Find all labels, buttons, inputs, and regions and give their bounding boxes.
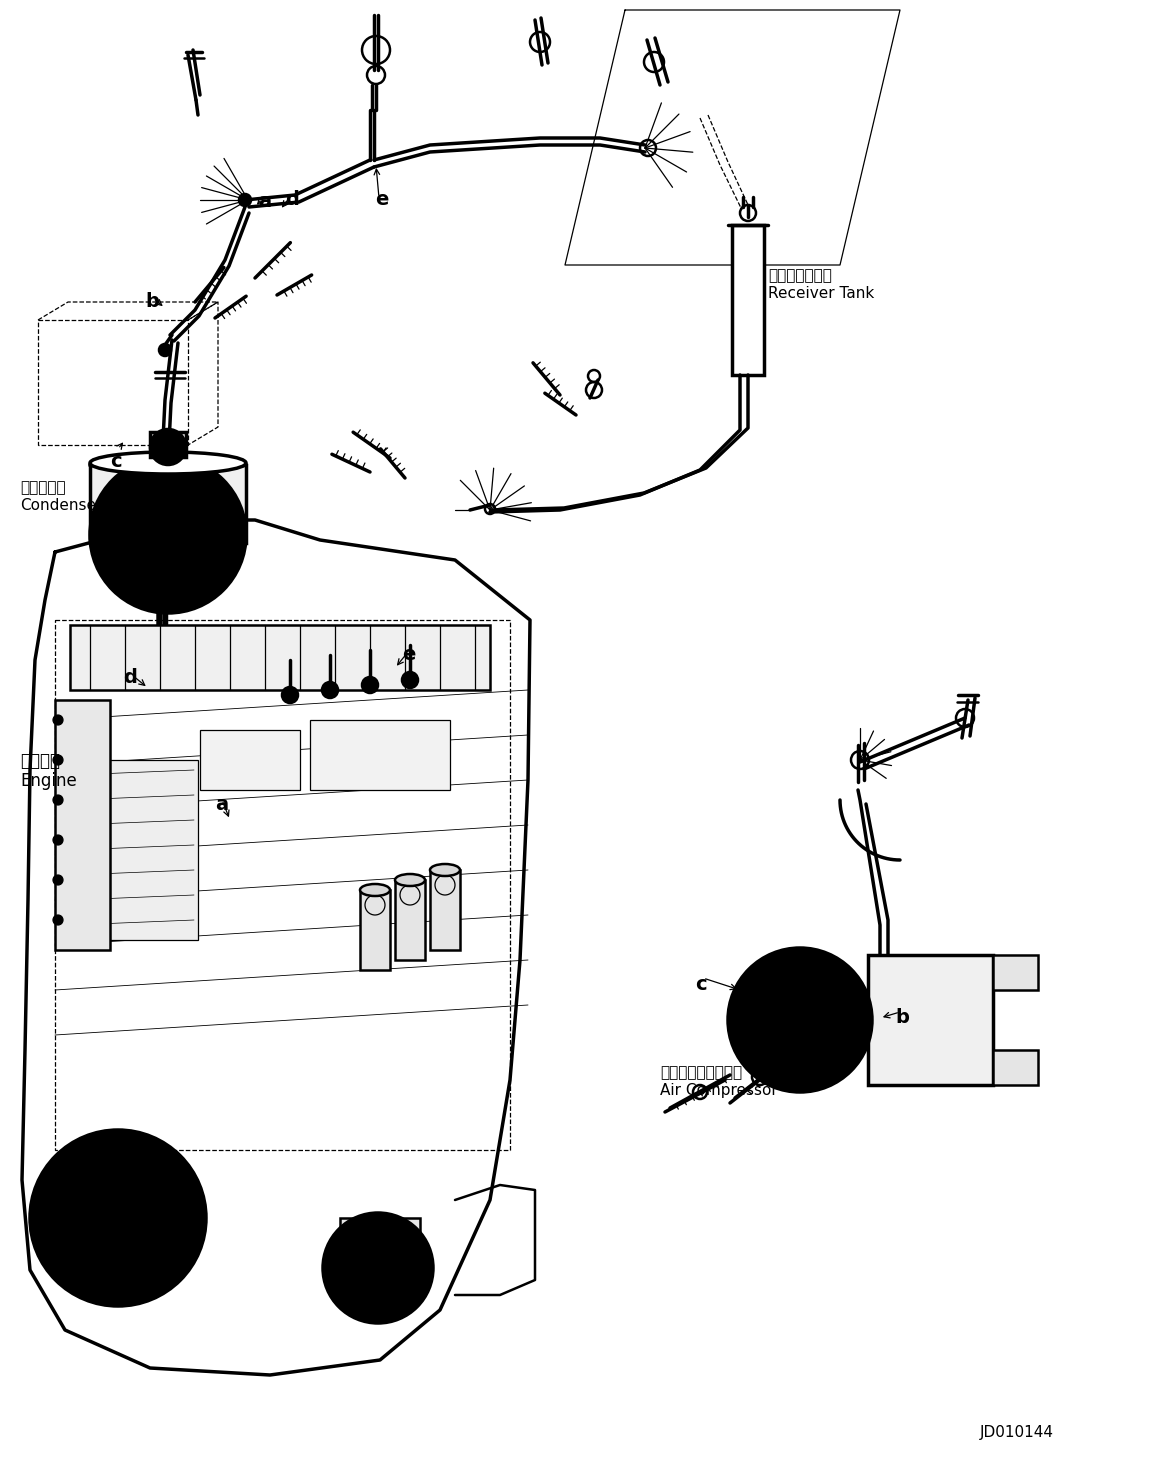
Bar <box>732 224 764 374</box>
Circle shape <box>53 715 63 726</box>
Circle shape <box>53 835 63 845</box>
Circle shape <box>772 975 782 985</box>
Bar <box>151 431 186 457</box>
Ellipse shape <box>90 452 246 474</box>
Circle shape <box>122 1157 133 1169</box>
Circle shape <box>410 1285 421 1294</box>
Bar <box>430 870 460 950</box>
Circle shape <box>53 796 63 806</box>
Text: Condenser: Condenser <box>20 498 102 513</box>
Ellipse shape <box>360 884 390 896</box>
Circle shape <box>122 1268 133 1279</box>
Text: コンデンサ: コンデンサ <box>20 479 65 495</box>
Bar <box>395 880 425 960</box>
Text: a: a <box>215 796 229 814</box>
Circle shape <box>60 1231 71 1243</box>
Circle shape <box>402 672 418 688</box>
Circle shape <box>53 755 63 765</box>
Text: a: a <box>259 192 271 211</box>
Circle shape <box>728 949 872 1091</box>
Bar <box>70 625 489 691</box>
Circle shape <box>98 465 238 605</box>
Circle shape <box>336 1285 346 1294</box>
Text: e: e <box>375 189 388 208</box>
Bar <box>55 621 510 1150</box>
Text: b: b <box>895 1008 909 1027</box>
Circle shape <box>159 344 171 356</box>
Bar <box>360 890 390 970</box>
Bar <box>55 699 110 950</box>
Bar <box>993 954 1038 989</box>
Circle shape <box>239 194 250 205</box>
Bar <box>38 321 188 444</box>
Text: Receiver Tank: Receiver Tank <box>768 286 874 302</box>
Circle shape <box>155 1249 167 1260</box>
Text: d: d <box>123 667 137 688</box>
Text: d: d <box>285 189 299 208</box>
Bar <box>90 465 246 543</box>
Circle shape <box>30 1131 206 1305</box>
Circle shape <box>98 1198 138 1238</box>
Circle shape <box>336 1241 346 1252</box>
Circle shape <box>168 1212 180 1224</box>
Circle shape <box>373 1220 383 1230</box>
Ellipse shape <box>430 864 460 876</box>
Bar <box>867 954 993 1085</box>
Bar <box>340 1218 421 1268</box>
Bar <box>68 761 198 940</box>
Circle shape <box>155 1176 167 1187</box>
Text: JD010144: JD010144 <box>980 1425 1054 1440</box>
Text: エンジン: エンジン <box>20 752 60 769</box>
Ellipse shape <box>395 874 425 886</box>
Text: Air Compressor: Air Compressor <box>660 1083 778 1099</box>
Circle shape <box>322 682 338 698</box>
Circle shape <box>90 457 246 613</box>
Bar <box>993 1050 1038 1085</box>
Text: エアーコンプレッサ: エアーコンプレッサ <box>660 1065 742 1080</box>
Circle shape <box>151 428 186 465</box>
Text: e: e <box>402 645 416 664</box>
Circle shape <box>762 982 838 1058</box>
Circle shape <box>410 1241 421 1252</box>
Text: c: c <box>695 975 707 994</box>
Circle shape <box>772 1055 782 1065</box>
Bar <box>200 730 300 790</box>
Text: b: b <box>145 291 159 310</box>
Circle shape <box>362 678 378 694</box>
Circle shape <box>60 1193 71 1205</box>
Circle shape <box>782 1002 818 1037</box>
Text: レシーバタンク: レシーバタンク <box>768 268 832 283</box>
Circle shape <box>841 1016 851 1026</box>
Ellipse shape <box>90 455 246 476</box>
Text: c: c <box>110 452 122 471</box>
Circle shape <box>323 1214 433 1323</box>
Circle shape <box>84 1164 97 1176</box>
Bar <box>310 720 450 790</box>
Circle shape <box>53 876 63 884</box>
Text: Engine: Engine <box>20 772 77 790</box>
Circle shape <box>84 1260 97 1272</box>
Circle shape <box>282 688 298 702</box>
Circle shape <box>373 1305 383 1316</box>
Circle shape <box>53 915 63 925</box>
